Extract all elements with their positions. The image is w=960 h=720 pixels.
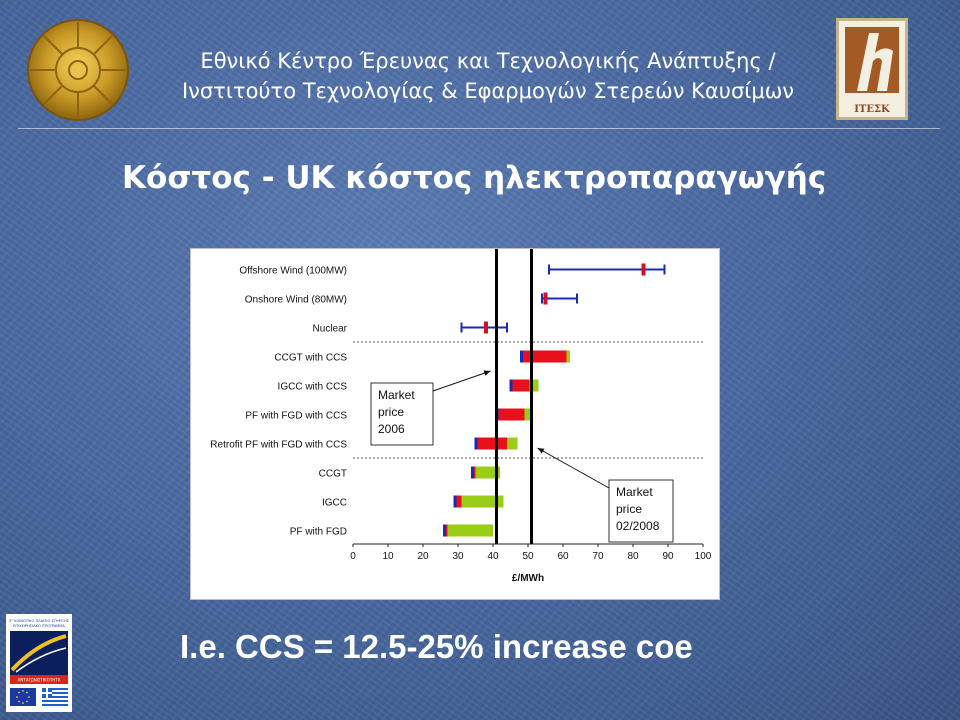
eu-funding-logo: 3° ΚΟΙΝΟΤΙΚΟ ΠΛΑΙΣΙΟ ΣΤΗΡΙΞΗΣ ΕΠΙΧΕΙΡΗΣΙ… [6,614,72,712]
x-tick-label: 80 [627,551,639,562]
category-label: Offshore Wind (100MW) [239,266,347,277]
bar-segment-fuel [475,437,507,450]
category-label: Onshore Wind (80MW) [245,295,347,306]
bar-low-marker [520,350,523,363]
category-label: IGCC [322,498,347,509]
emblem-logo [27,19,129,121]
bar-segment-fuel [454,495,462,508]
bar-segment-fuel [510,379,530,392]
bar-segment-fuel [521,350,567,363]
x-tick-label: 70 [592,551,604,562]
annotation-arrowhead [537,448,545,454]
category-label: PF with FGD with CCS [245,411,347,422]
slide-title: Κόστος - UK κόστος ηλεκτροπαραγωγής [122,160,827,196]
eu-logo-line-3: ΑΝΤΑΓΩΝΙΣΤΙΚΟΤΗΤΑ [18,678,61,683]
range-central-marker [484,321,488,334]
itesk-logo-label: ΙΤΕΣΚ [854,104,890,115]
market-price-annotation-text: Market [616,485,653,499]
market-price-annotation-text: Market [378,388,415,402]
bar-segment-capital [447,524,493,537]
itesk-eta-icon [845,27,899,93]
bar-segment-capital [507,437,518,450]
category-label: Nuclear [313,324,348,335]
category-label: PF with FGD [290,527,347,538]
category-label: CCGT [319,469,347,480]
header-divider [18,128,940,129]
greek-flag-icon [42,688,68,706]
market-price-annotation-text: price [378,405,404,419]
bar-low-marker [443,524,446,537]
bar-segment-fuel [496,408,525,421]
category-label: IGCC with CCS [278,382,348,393]
market-price-annotation-text: 2006 [378,422,405,436]
category-label: CCGT with CCS [274,353,347,364]
annotation-arrow [432,370,491,392]
x-tick-label: 90 [662,551,674,562]
range-central-marker [543,292,548,305]
eu-logo-line-2: ΕΠΙΧΕΙΡΗΣΙΑΚΟ ΠΡΟΓΡΑΜΜΑ [13,624,65,628]
x-tick-label: 0 [350,551,356,562]
x-axis-label: £/MWh [512,573,544,584]
eu-flag-icon [10,688,36,706]
bar-low-marker [474,437,478,450]
bar-segment-capital [529,379,539,392]
header-line-1: Εθνικό Κέντρο Έρευνας και Τεχνολογικής Α… [200,49,776,73]
x-tick-label: 30 [452,551,464,562]
bar-low-marker [471,466,474,479]
market-price-annotation-box [370,382,434,446]
annotation-arrow [537,447,610,489]
market-price-annotation-text: price [616,502,642,516]
bar-segment-capital [475,466,500,479]
header-line-2: Ινστιτούτο Τεχνολογίας & Εφαρμογών Στερε… [181,79,795,103]
x-tick-label: 10 [382,551,394,562]
range-central-marker [641,263,646,276]
eu-stars-icon [16,690,30,704]
x-tick-label: 40 [487,551,499,562]
x-tick-label: 20 [417,551,429,562]
institute-header: Εθνικό Κέντρο Έρευνας και Τεχνολογικής Α… [168,46,808,106]
market-price-annotation-box [608,479,674,543]
bar-low-marker [453,495,457,508]
cost-chart: Offshore Wind (100MW) Onshore Wind (80MW)… [190,248,720,600]
bar-segment-capital [566,350,570,363]
cost-chart-svg: Offshore Wind (100MW) Onshore Wind (80MW)… [210,249,712,584]
slide-footer: I.e. CCS = 12.5-25% increase coe [180,628,693,665]
bar-low-marker [509,379,513,392]
x-tick-label: 60 [557,551,569,562]
market-price-annotation-text: 02/2008 [616,519,660,533]
annotation-arrowhead [483,370,491,376]
itesk-logo: ΙΤΕΣΚ [836,18,908,120]
bar-segment-capital [461,495,504,508]
bar-segment-capital [524,408,532,421]
x-tick-label: 50 [522,551,534,562]
x-tick-label: 100 [695,551,712,562]
eu-logo-line-1: 3° ΚΟΙΝΟΤΙΚΟ ΠΛΑΙΣΙΟ ΣΤΗΡΙΞΗΣ [9,619,70,623]
category-label: Retrofit PF with FGD with CCS [210,440,347,451]
